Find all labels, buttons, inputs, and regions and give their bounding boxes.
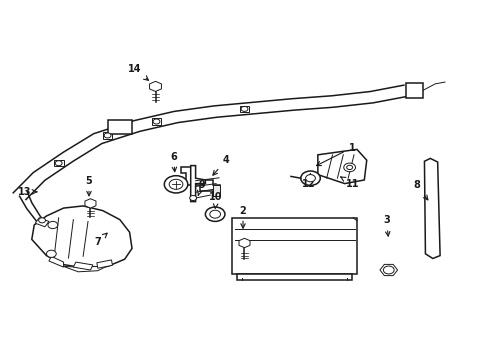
Polygon shape [190,166,205,202]
Polygon shape [379,264,397,276]
Circle shape [343,163,355,172]
Polygon shape [212,185,220,196]
Text: 9: 9 [197,180,204,195]
Text: 3: 3 [382,215,389,236]
Circle shape [46,250,56,257]
Polygon shape [424,158,439,258]
Polygon shape [85,199,96,208]
Polygon shape [239,106,249,112]
Circle shape [104,133,111,138]
Polygon shape [63,265,110,272]
Text: 13: 13 [18,187,37,197]
Polygon shape [49,256,63,267]
Text: 10: 10 [209,192,223,208]
Circle shape [383,266,393,274]
Text: 8: 8 [412,180,427,200]
Polygon shape [149,81,161,91]
Polygon shape [107,120,132,134]
Circle shape [48,221,58,229]
Polygon shape [181,167,220,196]
Text: 6: 6 [170,152,177,172]
Circle shape [169,179,183,189]
Text: 4: 4 [212,155,229,175]
Circle shape [39,218,45,223]
Polygon shape [237,274,351,280]
Circle shape [346,165,352,170]
Text: 11: 11 [340,177,359,189]
Polygon shape [317,149,366,184]
Polygon shape [97,260,112,268]
Text: 7: 7 [94,233,107,247]
Polygon shape [32,206,132,268]
Circle shape [189,195,196,201]
Text: 1: 1 [316,143,355,166]
Circle shape [153,119,160,124]
Circle shape [164,176,187,193]
Circle shape [55,161,62,166]
Polygon shape [232,218,356,274]
Polygon shape [35,218,49,227]
Polygon shape [54,160,63,166]
Text: 14: 14 [127,64,148,80]
Circle shape [209,210,220,218]
Text: 12: 12 [302,174,315,189]
Circle shape [300,171,320,185]
Polygon shape [102,132,112,139]
Polygon shape [405,83,422,98]
Circle shape [205,207,224,221]
Polygon shape [151,118,161,125]
Polygon shape [239,238,249,248]
Text: 5: 5 [85,176,92,196]
Text: 2: 2 [239,206,246,228]
Circle shape [305,175,315,182]
Polygon shape [73,262,93,270]
Circle shape [241,107,247,112]
